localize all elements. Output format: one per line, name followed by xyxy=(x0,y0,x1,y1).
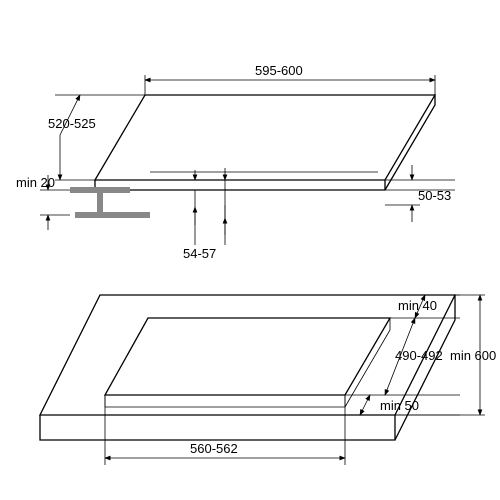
dim-min40: min 40 xyxy=(398,295,460,318)
label-depth-top: 520-525 xyxy=(48,116,96,131)
dim-50-53: 50-53 xyxy=(385,165,455,222)
label-min20: min 20 xyxy=(16,175,55,190)
cooktop-top-face xyxy=(95,95,435,190)
dim-min50: min 50 xyxy=(345,395,460,415)
worktop xyxy=(40,295,455,440)
label-cutout-depth: 490-492 xyxy=(395,348,443,363)
dim-min20: min 20 xyxy=(16,175,70,230)
label-min600: min 600 xyxy=(450,348,496,363)
label-min50: min 50 xyxy=(380,398,419,413)
dim-cutout-width: 560-562 xyxy=(105,395,345,465)
dim-depth-top: 520-525 xyxy=(48,95,145,180)
cutout xyxy=(105,318,390,407)
label-54-57: 54-57 xyxy=(183,246,216,261)
label-min40: min 40 xyxy=(398,298,437,313)
label-cutout-width: 560-562 xyxy=(190,441,238,456)
installation-diagram: 595-600 520-525 min 20 54-57 50-53 xyxy=(0,0,500,500)
dim-width-top: 595-600 xyxy=(145,63,435,95)
dim-54-57: 54-57 xyxy=(183,168,225,261)
label-50-53: 50-53 xyxy=(418,188,451,203)
mounting-bracket xyxy=(70,190,150,215)
label-width-top: 595-600 xyxy=(255,63,303,78)
